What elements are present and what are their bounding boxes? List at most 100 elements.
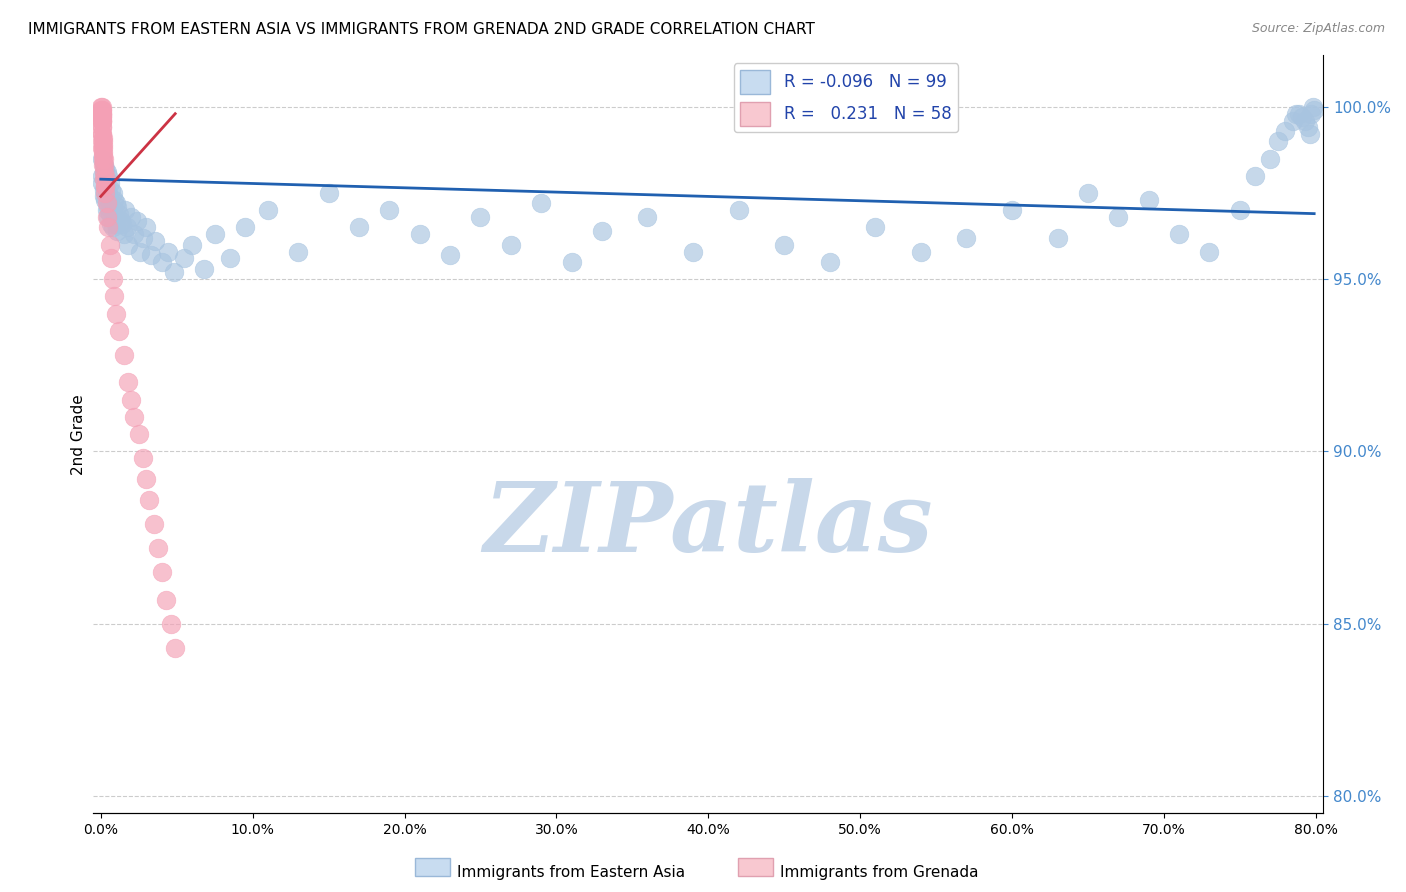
Point [94, 186, 117, 200]
Point [91, 137, 114, 152]
Point [93, 179, 115, 194]
Point [127, 213, 149, 227]
Point [233, 220, 256, 235]
Point [94, 179, 117, 194]
Point [103, 289, 125, 303]
Point [117, 376, 139, 390]
Point [1001, 203, 1024, 218]
Point [93, 172, 115, 186]
Point [204, 227, 226, 242]
Point [120, 392, 142, 407]
Point [287, 244, 309, 259]
Point [439, 248, 461, 262]
Point [193, 261, 215, 276]
Point [91, 106, 114, 120]
Point [218, 252, 240, 266]
Point [91, 113, 114, 128]
Point [108, 324, 131, 338]
Point [98, 193, 121, 207]
Point [156, 244, 179, 259]
Point [1267, 134, 1289, 148]
Point [91, 145, 114, 159]
Point [1198, 244, 1220, 259]
Point [910, 244, 932, 259]
Point [93, 182, 115, 196]
Point [94, 193, 117, 207]
Point [91, 110, 114, 124]
Point [93, 189, 115, 203]
Point [112, 227, 135, 242]
Point [91, 131, 114, 145]
Point [347, 220, 370, 235]
Point [122, 227, 145, 242]
Text: IMMIGRANTS FROM EASTERN ASIA VS IMMIGRANTS FROM GRENADA 2ND GRADE CORRELATION CH: IMMIGRANTS FROM EASTERN ASIA VS IMMIGRAN… [28, 22, 815, 37]
Point [107, 200, 129, 214]
Point [117, 237, 139, 252]
Point [97, 169, 120, 183]
Point [132, 231, 155, 245]
Point [1302, 100, 1324, 114]
Point [96, 196, 118, 211]
Point [107, 224, 129, 238]
Text: Immigrants from Eastern Asia: Immigrants from Eastern Asia [457, 865, 685, 880]
Point [94, 172, 117, 186]
Point [104, 217, 127, 231]
Point [139, 248, 162, 262]
Point [91, 158, 114, 172]
Point [163, 265, 186, 279]
Point [104, 307, 127, 321]
Point [1282, 113, 1305, 128]
Point [110, 213, 132, 227]
Y-axis label: 2nd Grade: 2nd Grade [72, 393, 86, 475]
Point [91, 141, 114, 155]
Point [90, 100, 112, 114]
Point [159, 616, 181, 631]
Point [150, 255, 173, 269]
Point [1294, 113, 1316, 128]
Point [120, 210, 142, 224]
Point [1077, 186, 1099, 200]
Point [98, 176, 121, 190]
Point [96, 203, 118, 218]
Point [591, 224, 613, 238]
Point [173, 252, 195, 266]
Point [145, 234, 167, 248]
Point [155, 592, 177, 607]
Point [138, 492, 160, 507]
Point [132, 451, 155, 466]
Point [94, 169, 117, 183]
Point [94, 179, 117, 194]
Point [98, 206, 121, 220]
Text: Source: ZipAtlas.com: Source: ZipAtlas.com [1251, 22, 1385, 36]
Point [97, 220, 120, 235]
Point [135, 220, 157, 235]
Text: Immigrants from Grenada: Immigrants from Grenada [780, 865, 979, 880]
Point [115, 220, 138, 235]
Point [101, 220, 124, 235]
Point [727, 203, 749, 218]
Point [1298, 128, 1320, 142]
Point [91, 120, 114, 135]
Point [1244, 169, 1267, 183]
Point [91, 134, 114, 148]
Point [96, 186, 118, 200]
Point [97, 200, 120, 214]
Point [91, 128, 114, 142]
Point [1296, 120, 1319, 135]
Point [1301, 106, 1323, 120]
Point [1107, 210, 1129, 224]
Point [90, 106, 112, 120]
Point [1137, 193, 1160, 207]
Point [1168, 227, 1191, 242]
Point [93, 165, 115, 179]
Point [1291, 110, 1313, 124]
Point [865, 220, 887, 235]
Point [97, 186, 120, 200]
Point [91, 120, 114, 135]
Legend: R = -0.096   N = 99, R =   0.231   N = 58: R = -0.096 N = 99, R = 0.231 N = 58 [734, 63, 959, 132]
Point [1285, 106, 1308, 120]
Point [97, 210, 120, 224]
Point [955, 231, 977, 245]
Point [148, 541, 170, 555]
Point [128, 427, 150, 442]
